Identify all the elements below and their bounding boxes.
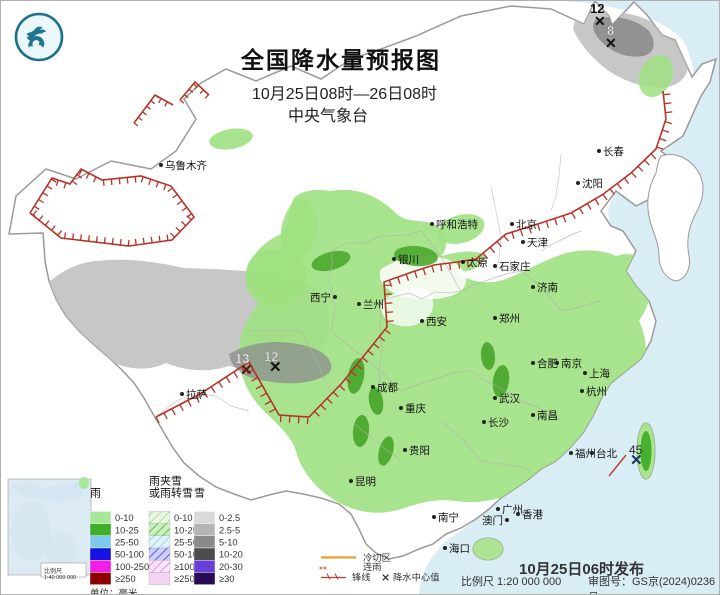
svg-text:1:40 000 000: 1:40 000 000 bbox=[44, 575, 76, 581]
svg-text:0-10: 0-10 bbox=[115, 513, 134, 523]
svg-text:25-50: 25-50 bbox=[115, 538, 139, 548]
svg-text:锋线: 锋线 bbox=[352, 572, 371, 583]
svg-text:雨夹雪: 雨夹雪 bbox=[149, 474, 182, 487]
svg-text:100-250: 100-250 bbox=[115, 562, 149, 572]
svg-text:50-100: 50-100 bbox=[115, 550, 144, 560]
svg-text:单位：毫米: 单位：毫米 bbox=[90, 588, 138, 594]
svg-text:5-10: 5-10 bbox=[219, 538, 238, 548]
svg-text:比例尺: 比例尺 bbox=[44, 567, 62, 575]
svg-text:≥250: ≥250 bbox=[174, 574, 195, 584]
svg-text:连雨: 连雨 bbox=[363, 561, 382, 572]
svg-text:雨: 雨 bbox=[90, 487, 101, 499]
svg-text:✕: ✕ bbox=[381, 573, 390, 585]
svg-text:10-25: 10-25 bbox=[115, 525, 139, 535]
svg-text:0-2.5: 0-2.5 bbox=[219, 513, 240, 523]
svg-text:或雨转雪: 或雨转雪 bbox=[149, 485, 193, 499]
svg-text:2.5-5: 2.5-5 bbox=[219, 525, 240, 535]
svg-text:≥100: ≥100 bbox=[174, 562, 195, 572]
svg-text:10-20: 10-20 bbox=[219, 550, 243, 560]
svg-text:雪: 雪 bbox=[194, 486, 205, 499]
svg-text:0-10: 0-10 bbox=[174, 513, 193, 523]
svg-text:≥30: ≥30 bbox=[219, 574, 234, 584]
svg-text:≥250: ≥250 bbox=[115, 574, 136, 584]
svg-text:••: •• bbox=[319, 563, 327, 575]
svg-text:降水中心值: 降水中心值 bbox=[393, 572, 440, 583]
svg-text:20-30: 20-30 bbox=[219, 562, 243, 572]
